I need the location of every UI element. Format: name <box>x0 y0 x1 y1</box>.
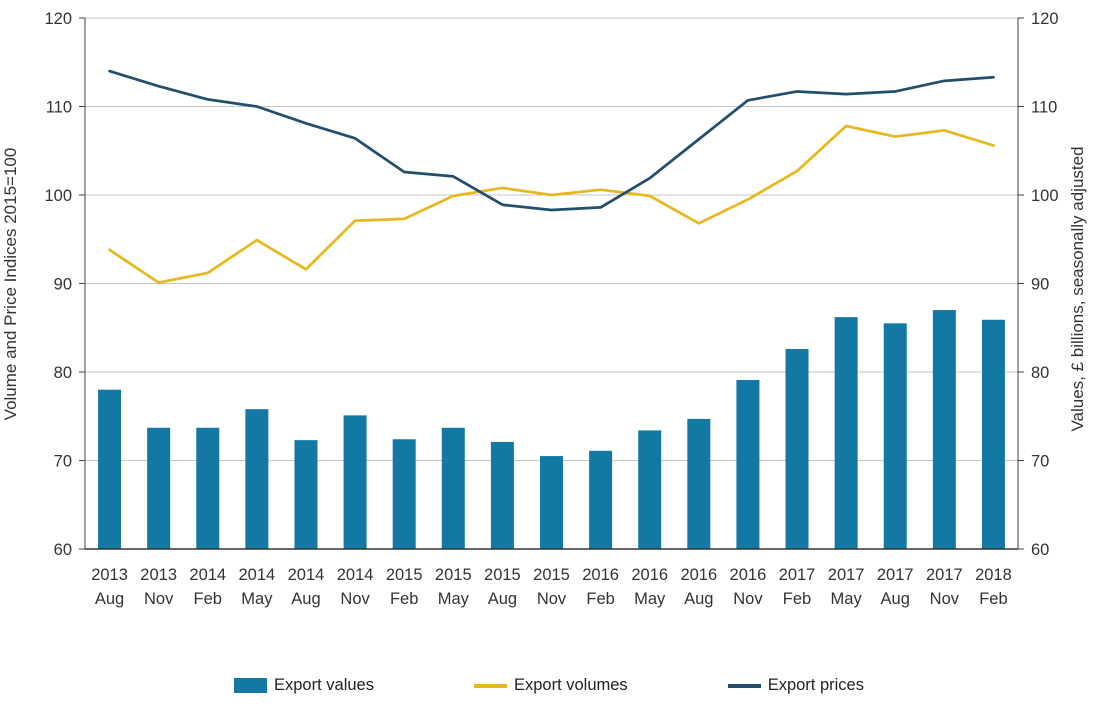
y-tick-label-left: 60 <box>54 541 72 559</box>
y-axis-title-right: Values, £ billions, seasonally adjusted <box>1068 146 1087 431</box>
y-tick-label-left: 90 <box>54 276 72 294</box>
bar-export-values <box>196 427 220 549</box>
x-tick-label: 2016 May <box>631 566 668 608</box>
y-tick-label-right: 80 <box>1031 364 1049 382</box>
chart-canvas: Volume and Price Indices 2015=100 Values… <box>1 10 1087 608</box>
y-tick-label-right: 110 <box>1031 99 1057 117</box>
legend-label-export-values: Export values <box>274 676 374 694</box>
export-prices-swatch-icon <box>727 683 761 688</box>
y-tick-label-right: 70 <box>1031 453 1049 471</box>
bar-export-values <box>736 379 760 549</box>
bar-export-values <box>441 427 465 549</box>
x-tick-label: 2016 Nov <box>730 566 767 608</box>
chart-legend: Export values Export volumes Export pric… <box>0 676 1098 695</box>
x-tick-label: 2013 Nov <box>140 566 177 608</box>
x-tick-label: 2015 Aug <box>484 566 521 608</box>
y-tick-label-right: 100 <box>1031 187 1059 205</box>
y-tick-label-left: 100 <box>44 187 72 205</box>
legend-label-export-volumes: Export volumes <box>513 676 628 694</box>
bar-export-values <box>785 348 809 549</box>
line-export-prices <box>108 69 995 212</box>
legend-label-export-prices: Export prices <box>767 676 864 694</box>
bar-export-values <box>638 430 662 549</box>
x-tick-label: 2017 Feb <box>779 566 816 608</box>
y-tick-label-right: 60 <box>1031 541 1049 559</box>
y-tick-label-left: 80 <box>54 364 72 382</box>
legend-item-export-prices: Export prices <box>727 676 864 695</box>
bar-export-values <box>392 439 416 549</box>
x-tick-label: 2014 Aug <box>288 566 325 608</box>
export-values-swatch-icon <box>234 678 267 693</box>
x-tick-label: 2018 Feb <box>975 566 1012 608</box>
legend-item-export-volumes: Export volumes <box>473 676 628 695</box>
bar-export-values <box>981 319 1005 549</box>
y-tick-label-left: 70 <box>54 453 72 471</box>
bar-export-values <box>343 415 367 549</box>
export-volumes-swatch-icon <box>473 683 507 688</box>
x-tick-label: 2015 Feb <box>386 566 423 608</box>
legend-item-export-values: Export values <box>234 676 374 695</box>
bar-export-values <box>883 323 907 549</box>
y-tick-label-left: 120 <box>44 10 72 28</box>
x-tick-label: 2017 Nov <box>926 566 963 608</box>
bar-export-values <box>294 440 318 549</box>
bar-export-values <box>147 427 171 549</box>
x-tick-label: 2014 May <box>239 566 276 608</box>
bar-export-values <box>834 317 858 549</box>
bar-export-values <box>245 409 269 549</box>
bar-export-values <box>98 389 122 549</box>
bar-export-values <box>540 456 563 549</box>
x-tick-label: 2016 Feb <box>582 566 619 608</box>
line-export-volumes <box>108 124 995 284</box>
x-tick-label: 2014 Feb <box>189 566 226 608</box>
y-tick-label-right: 120 <box>1031 10 1059 28</box>
bar-export-values <box>490 441 514 549</box>
x-tick-label: 2014 Nov <box>337 566 374 608</box>
x-tick-label: 2015 Nov <box>533 566 570 608</box>
x-tick-label: 2015 May <box>435 566 472 608</box>
x-tick-label: 2017 Aug <box>877 566 914 608</box>
bar-export-values <box>687 418 711 549</box>
y-axis-title-left: Volume and Price Indices 2015=100 <box>1 148 20 421</box>
bar-export-values <box>589 450 613 549</box>
y-tick-label-right: 90 <box>1031 276 1049 294</box>
y-tick-label-left: 110 <box>46 99 72 117</box>
x-tick-label: 2016 Aug <box>680 566 717 608</box>
x-tick-label: 2017 May <box>828 566 865 608</box>
x-tick-label: 2013 Aug <box>91 566 128 608</box>
bar-export-values <box>932 310 956 549</box>
